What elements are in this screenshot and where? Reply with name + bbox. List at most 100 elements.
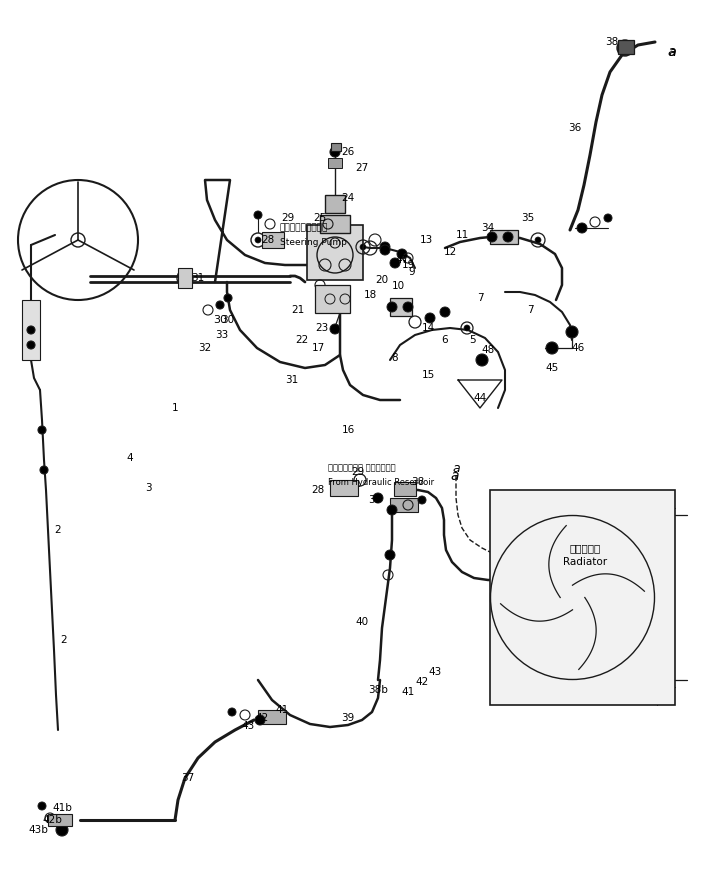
Circle shape [476, 354, 488, 366]
Circle shape [403, 302, 413, 312]
Circle shape [27, 341, 35, 349]
Circle shape [255, 237, 261, 243]
Bar [178, 268, 192, 288]
Circle shape [228, 708, 236, 716]
Text: 19: 19 [401, 260, 415, 270]
Text: ハイドロリック リザーバから: ハイドロリック リザーバから [328, 464, 396, 473]
Text: 41: 41 [275, 705, 289, 715]
Text: 9: 9 [409, 267, 416, 277]
Text: 44: 44 [474, 393, 486, 403]
Text: 41: 41 [401, 687, 415, 697]
Circle shape [387, 505, 397, 515]
Text: 43: 43 [241, 721, 255, 731]
Text: 43b: 43b [28, 825, 48, 835]
Text: 7: 7 [476, 293, 484, 303]
Text: 38: 38 [411, 477, 425, 487]
Text: 40: 40 [355, 617, 369, 627]
Text: ステアリングポンプ: ステアリングポンプ [280, 223, 329, 233]
Text: 35: 35 [521, 213, 535, 223]
Circle shape [38, 426, 46, 434]
Circle shape [440, 307, 450, 317]
Text: 24: 24 [341, 193, 355, 203]
Bar [262, 232, 284, 248]
Text: 14: 14 [421, 323, 435, 333]
Circle shape [387, 302, 397, 312]
Circle shape [339, 482, 351, 494]
Circle shape [487, 232, 497, 242]
Text: 29: 29 [281, 213, 295, 223]
Text: 4: 4 [127, 453, 133, 463]
Text: 42: 42 [256, 713, 268, 723]
Circle shape [254, 211, 262, 219]
Text: 37: 37 [181, 773, 195, 783]
Bar [22, 300, 40, 360]
Circle shape [503, 232, 513, 242]
Circle shape [27, 326, 35, 334]
Text: 42b: 42b [42, 815, 62, 825]
Bar [320, 215, 350, 233]
Text: Steering Pump: Steering Pump [280, 237, 347, 247]
Circle shape [577, 223, 587, 233]
Bar [315, 285, 350, 313]
Text: 15: 15 [421, 370, 435, 380]
Bar [390, 498, 418, 512]
Text: 18: 18 [363, 290, 377, 300]
Text: 26: 26 [341, 147, 355, 157]
Circle shape [38, 802, 46, 810]
Text: 2: 2 [55, 525, 62, 535]
Circle shape [330, 147, 340, 157]
Text: 13: 13 [419, 235, 433, 245]
Text: ラジエータ: ラジエータ [569, 543, 600, 553]
Text: 7: 7 [527, 305, 533, 315]
Text: 16: 16 [341, 425, 355, 435]
Circle shape [380, 242, 390, 252]
Text: 20: 20 [375, 275, 389, 285]
Circle shape [390, 258, 400, 268]
Bar [330, 480, 358, 496]
Text: 28: 28 [312, 485, 325, 495]
Text: 1: 1 [171, 403, 178, 413]
Bar [390, 298, 412, 316]
Circle shape [546, 342, 558, 354]
Circle shape [464, 325, 470, 331]
Text: a: a [451, 469, 459, 483]
Circle shape [418, 496, 426, 504]
Circle shape [425, 313, 435, 323]
Text: 38b: 38b [368, 685, 388, 695]
Bar [490, 490, 675, 705]
Text: 12: 12 [443, 247, 457, 257]
Bar [258, 710, 286, 724]
Text: 39: 39 [368, 495, 382, 505]
Text: 25: 25 [314, 213, 326, 223]
Bar [394, 482, 416, 496]
Text: a: a [668, 45, 676, 58]
Text: 38: 38 [605, 37, 619, 47]
Circle shape [255, 715, 265, 725]
Text: 47: 47 [395, 255, 409, 265]
Text: 27: 27 [355, 163, 369, 173]
Circle shape [216, 301, 224, 309]
Text: a: a [668, 45, 676, 59]
Text: 34: 34 [481, 223, 495, 233]
Bar [307, 225, 363, 280]
Text: 22: 22 [295, 335, 309, 345]
Text: 36: 36 [569, 123, 582, 133]
Text: 5: 5 [469, 335, 475, 345]
Bar [331, 143, 341, 151]
Text: 42: 42 [416, 677, 428, 687]
Text: 23: 23 [315, 323, 329, 333]
Text: 28: 28 [261, 235, 275, 245]
Text: 30: 30 [222, 315, 234, 325]
Text: 31: 31 [191, 273, 205, 283]
Text: 39: 39 [341, 713, 355, 723]
Text: 6: 6 [442, 335, 448, 345]
Bar [325, 195, 345, 213]
Text: a: a [452, 461, 459, 474]
Text: 11: 11 [455, 230, 469, 240]
Text: 31: 31 [285, 375, 299, 385]
Bar [618, 40, 634, 54]
Text: 32: 32 [198, 343, 212, 353]
Circle shape [402, 484, 414, 496]
Circle shape [617, 40, 633, 56]
Text: 41b: 41b [52, 803, 72, 813]
